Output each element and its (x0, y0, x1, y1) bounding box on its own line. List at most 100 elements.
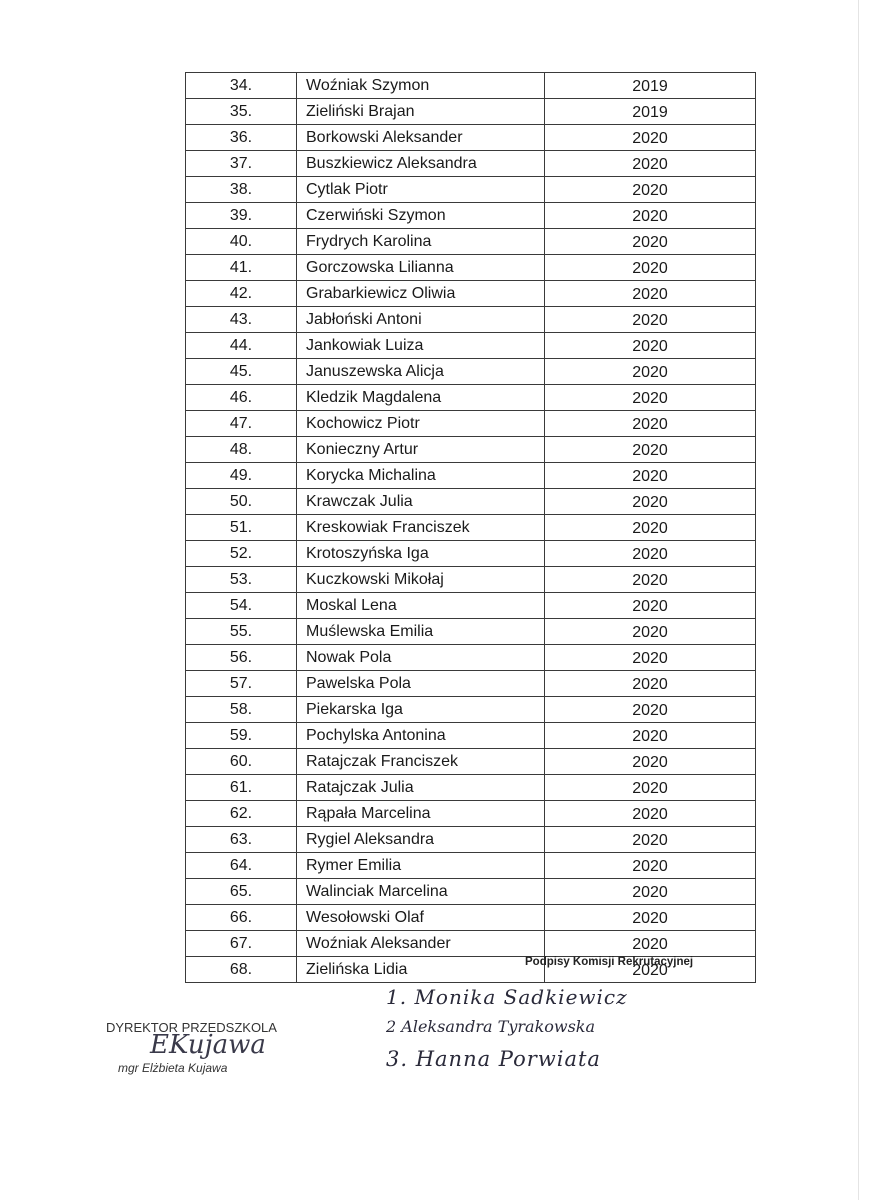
cell-name: Rymer Emilia (296, 852, 545, 879)
cell-year: 2020 (544, 202, 756, 229)
cell-num: 39. (185, 202, 297, 229)
cell-name: Korycka Michalina (296, 462, 545, 489)
table-row: 50. Krawczak Julia 2020 (185, 488, 756, 515)
cell-name: Walinciak Marcelina (296, 878, 545, 905)
cell-year: 2020 (544, 644, 756, 671)
cell-name: Borkowski Aleksander (296, 124, 545, 151)
cell-num: 60. (185, 748, 297, 775)
table-row: 52. Krotoszyńska Iga 2020 (185, 540, 756, 567)
cell-num: 58. (185, 696, 297, 723)
cell-num: 54. (185, 592, 297, 619)
commission-signature-2: 2 Aleksandra Tyrakowska (386, 1017, 596, 1036)
cell-num: 38. (185, 176, 297, 203)
cell-year: 2020 (544, 358, 756, 385)
cell-name: Muślewska Emilia (296, 618, 545, 645)
cell-year: 2020 (544, 592, 756, 619)
cell-year: 2019 (544, 98, 756, 125)
cell-name: Kuczkowski Mikołaj (296, 566, 545, 593)
cell-num: 64. (185, 852, 297, 879)
cell-name: Jabłoński Antoni (296, 306, 545, 333)
director-stamp-title: DYREKTOR PRZEDSZKOLA (106, 1020, 277, 1035)
cell-num: 62. (185, 800, 297, 827)
cell-name: Krawczak Julia (296, 488, 545, 515)
cell-num: 57. (185, 670, 297, 697)
cell-name: Konieczny Artur (296, 436, 545, 463)
cell-year: 2020 (544, 462, 756, 489)
cell-year: 2020 (544, 566, 756, 593)
cell-year: 2020 (544, 228, 756, 255)
table-row: 38. Cytlak Piotr 2020 (185, 176, 756, 203)
cell-num: 61. (185, 774, 297, 801)
cell-year: 2020 (544, 332, 756, 359)
cell-year: 2020 (544, 904, 756, 931)
table-row: 42. Grabarkiewicz Oliwia 2020 (185, 280, 756, 307)
table-row: 57. Pawelska Pola 2020 (185, 670, 756, 697)
table-row: 68. Zielińska Lidia 2020 (185, 956, 756, 983)
table-row: 39. Czerwiński Szymon 2020 (185, 202, 756, 229)
cell-name: Ratajczak Julia (296, 774, 545, 801)
cell-num: 43. (185, 306, 297, 333)
cell-num: 37. (185, 150, 297, 177)
cell-name: Kochowicz Piotr (296, 410, 545, 437)
table-row: 40. Frydrych Karolina 2020 (185, 228, 756, 255)
cell-name: Gorczowska Lilianna (296, 254, 545, 281)
cell-name: Kreskowiak Franciszek (296, 514, 545, 541)
cell-num: 50. (185, 488, 297, 515)
cell-num: 55. (185, 618, 297, 645)
table-row: 46. Kledzik Magdalena 2020 (185, 384, 756, 411)
cell-num: 47. (185, 410, 297, 437)
cell-year: 2020 (544, 254, 756, 281)
table-row: 55. Muślewska Emilia 2020 (185, 618, 756, 645)
cell-num: 36. (185, 124, 297, 151)
cell-name: Cytlak Piotr (296, 176, 545, 203)
table-row: 37. Buszkiewicz Aleksandra 2020 (185, 150, 756, 177)
cell-year: 2020 (544, 696, 756, 723)
cell-num: 68. (185, 956, 297, 983)
cell-year: 2020 (544, 800, 756, 827)
cell-num: 56. (185, 644, 297, 671)
table-row: 47. Kochowicz Piotr 2020 (185, 410, 756, 437)
cell-year: 2020 (544, 306, 756, 333)
cell-name: Piekarska Iga (296, 696, 545, 723)
table-row: 49. Korycka Michalina 2020 (185, 462, 756, 489)
cell-num: 41. (185, 254, 297, 281)
cell-num: 67. (185, 930, 297, 957)
cell-name: Zielińska Lidia (296, 956, 545, 983)
director-signature: EKujawa (150, 1030, 266, 1060)
cell-year: 2020 (544, 436, 756, 463)
cell-name: Buszkiewicz Aleksandra (296, 150, 545, 177)
cell-year: 2020 (544, 826, 756, 853)
scan-edge (858, 0, 859, 1200)
cell-num: 46. (185, 384, 297, 411)
cell-name: Nowak Pola (296, 644, 545, 671)
table-row: 53. Kuczkowski Mikołaj 2020 (185, 566, 756, 593)
cell-year: 2020 (544, 410, 756, 437)
director-stamp-name: mgr Elżbieta Kujawa (118, 1061, 228, 1075)
cell-year: 2020 (544, 618, 756, 645)
cell-num: 48. (185, 436, 297, 463)
cell-year: 2020 (544, 670, 756, 697)
table-row: 44. Jankowiak Luiza 2020 (185, 332, 756, 359)
cell-year: 2019 (544, 72, 756, 99)
table-row: 63. Rygiel Aleksandra 2020 (185, 826, 756, 853)
cell-name: Rygiel Aleksandra (296, 826, 545, 853)
cell-year: 2020 (544, 124, 756, 151)
commission-signature-1: 1. Monika Sadkiewicz (386, 985, 628, 1009)
cell-num: 65. (185, 878, 297, 905)
cell-num: 44. (185, 332, 297, 359)
table-row: 45. Januszewska Alicja 2020 (185, 358, 756, 385)
children-list-table: 34. Woźniak Szymon 2019 35. Zieliński Brajan… (185, 72, 756, 983)
cell-year: 2020 (544, 930, 756, 957)
table-row: 43. Jabłoński Antoni 2020 (185, 306, 756, 333)
cell-year: 2020 (544, 540, 756, 567)
cell-num: 59. (185, 722, 297, 749)
table-row: 36. Borkowski Aleksander 2020 (185, 124, 756, 151)
cell-name: Jankowiak Luiza (296, 332, 545, 359)
table-row: 65. Walinciak Marcelina 2020 (185, 878, 756, 905)
cell-year: 2020 (544, 514, 756, 541)
cell-num: 35. (185, 98, 297, 125)
cell-num: 45. (185, 358, 297, 385)
cell-name: Woźniak Aleksander (296, 930, 545, 957)
cell-name: Moskal Lena (296, 592, 545, 619)
table-row: 34. Woźniak Szymon 2019 (185, 72, 756, 99)
